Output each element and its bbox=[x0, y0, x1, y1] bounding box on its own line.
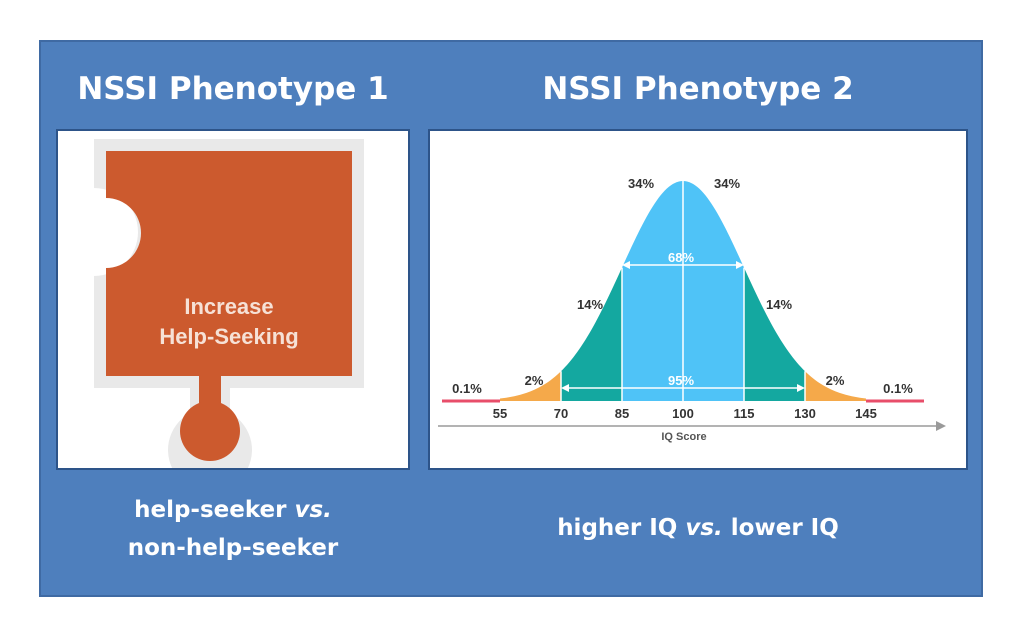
x-tick-85: 85 bbox=[615, 406, 629, 421]
caption-2-vs: vs. bbox=[685, 515, 723, 541]
curve-lines bbox=[560, 181, 806, 401]
puzzle-text-line2: Help-Seeking bbox=[159, 324, 298, 349]
band-label-6: 2% bbox=[826, 373, 845, 388]
interval-68-label: 68% bbox=[668, 250, 694, 265]
band-label-7: 0.1% bbox=[883, 381, 913, 396]
band-label-4: 34% bbox=[714, 176, 740, 191]
x-tick-115: 115 bbox=[734, 406, 755, 421]
x-tick-130: 130 bbox=[794, 406, 816, 421]
x-tick-70: 70 bbox=[554, 406, 568, 421]
band-115-130 bbox=[744, 267, 805, 401]
x-axis-arrow-icon bbox=[936, 421, 946, 431]
band-label-0: 0.1% bbox=[452, 381, 482, 396]
band-130-145 bbox=[805, 371, 866, 401]
interval-95-left-arrow-icon bbox=[561, 384, 569, 392]
band-label-3: 34% bbox=[628, 176, 654, 191]
bell-curve-chart: 68% 95% 0.1% 2% 14% 34% 34% 14% 2% 0.1% 55 70 85 100 1… bbox=[438, 176, 946, 443]
x-axis-label: IQ Score bbox=[661, 431, 706, 443]
caption-1-vs: vs. bbox=[294, 497, 332, 523]
phenotype-1-caption: help-seeker vs. non-help-seeker bbox=[56, 491, 410, 567]
puzzle-body bbox=[106, 151, 352, 376]
phenotype-2-caption: higher IQ vs. lower IQ bbox=[428, 509, 968, 547]
interval-95-right-arrow-icon bbox=[797, 384, 805, 392]
caption-1-part2: non-help-seeker bbox=[127, 535, 339, 561]
puzzle-text-line1: Increase bbox=[184, 294, 273, 319]
interval-68-left-arrow-icon bbox=[622, 261, 630, 269]
band-label-1: 2% bbox=[525, 373, 544, 388]
x-tick-100: 100 bbox=[672, 406, 694, 421]
band-label-5: 14% bbox=[766, 297, 792, 312]
puzzle-piece-graphic: Increase Help-Seeking bbox=[94, 139, 364, 492]
band-70-85 bbox=[561, 267, 622, 401]
x-tick-145: 145 bbox=[855, 406, 877, 421]
caption-2-part1: higher IQ bbox=[557, 515, 678, 541]
band-55-70 bbox=[500, 371, 561, 401]
phenotype-2-panel: 68% 95% 0.1% 2% 14% 34% 34% 14% 2% 0.1% 55 70 85 100 1… bbox=[428, 129, 968, 470]
band-label-2: 14% bbox=[577, 297, 603, 312]
curve-bands bbox=[442, 181, 924, 403]
x-tick-55: 55 bbox=[493, 406, 507, 421]
curve-labels: 68% 95% 0.1% 2% 14% 34% 34% 14% 2% 0.1% 55 70 85 100 1… bbox=[452, 176, 913, 421]
interval-95-label: 95% bbox=[668, 373, 694, 388]
puzzle-knob bbox=[180, 401, 240, 461]
phenotype-2-title: NSSI Phenotype 2 bbox=[542, 71, 854, 107]
phenotype-1-title: NSSI Phenotype 1 bbox=[77, 71, 389, 107]
phenotype-1-panel: Increase Help-Seeking bbox=[56, 129, 410, 492]
interval-68-right-arrow-icon bbox=[736, 261, 744, 269]
caption-1-part1: help-seeker bbox=[134, 497, 287, 523]
caption-2-part2: lower IQ bbox=[730, 515, 839, 541]
